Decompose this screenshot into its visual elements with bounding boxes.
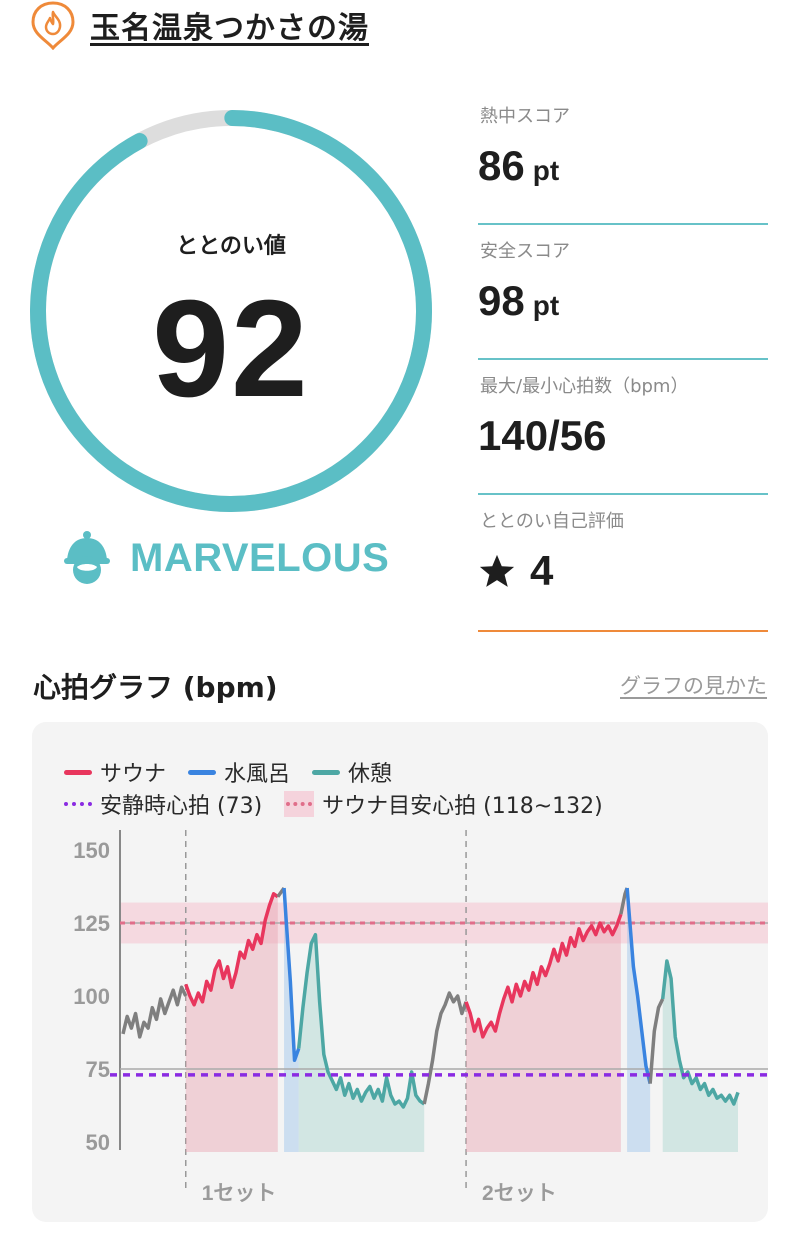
safety-score-unit: pt [532,290,560,321]
legend-rest: 休憩 [312,756,392,788]
y-tick-label: 50 [86,1130,110,1155]
legend-resting-hr-label: 安静時心拍 (73) [100,794,263,819]
series-line-other [648,998,665,1084]
heart-rate-graph-panel: サウナ 水風呂 休憩 安静時心拍 (73) サウナ目安心拍 (118~132) … [32,722,768,1222]
graph-help-link[interactable]: グラフの見かた [620,674,767,698]
series-line-other [422,991,468,1105]
gauge-ring [30,110,432,512]
heart-rate-chart: 150 125 100 75 50 1セット 2セット [73,830,768,1205]
series-line-other [121,985,188,1039]
gauge-value: 92 [152,272,310,426]
flame-pin-icon [31,1,75,50]
rank-label: MARVELOUS [130,535,390,580]
facility-name[interactable]: 玉名温泉つかさの湯 [90,11,369,46]
y-tick-label: 75 [86,1057,110,1082]
gauge-arc [30,110,432,512]
rank-badge: MARVELOUS [62,530,389,586]
segment-area-sauna [466,914,621,1152]
series-line-cold_bath [282,887,301,1062]
legend-rest-label: 休憩 [348,762,393,787]
legend-resting-hr: 安静時心拍 (73) [64,788,262,820]
series-line-sauna [464,913,623,1039]
y-tick-label: 125 [73,911,110,936]
heat-score: 熱中スコア 86 pt [478,90,768,225]
set-label: 1セット [202,1182,277,1205]
series-line-rest [296,932,426,1109]
segment-area-rest [298,934,425,1152]
graph-section-title: 心拍グラフ (bpm) [33,671,278,704]
totonoi-gauge: ととのい値 92 [30,110,432,512]
self-eval-label: ととのい自己評価 [480,511,624,532]
series-line-sauna [184,892,279,1007]
series-line-rest [660,959,740,1106]
heat-score-label: 熱中スコア [480,106,570,127]
gauge-label: ととのい値 [176,234,286,259]
self-eval-value: 4 [530,547,554,594]
legend-sauna-target-label: サウナ目安心拍 (118~132) [322,794,603,819]
segment-area-sauna [185,893,278,1152]
heat-score-unit: pt [532,155,560,186]
segment-area-cold_bath [627,887,651,1152]
stats-panel: 熱中スコア 86 pt 安全スコア 98 pt 最大/最小心拍数（bpm） 140/… [478,90,768,632]
legend-sauna-label: サウナ [100,762,167,787]
segment-area-rest [662,960,738,1152]
legend-row-1: サウナ 水風呂 休憩 [64,756,414,788]
legend-row-2: 安静時心拍 (73) サウナ目安心拍 (118~132) [64,788,625,820]
legend-sauna: サウナ [64,756,166,788]
set-label: 2セット [482,1182,557,1205]
safety-score: 安全スコア 98 pt [478,225,768,360]
safety-score-label: 安全スコア [480,241,570,262]
heart-rate-value: 140/56 [478,412,607,459]
y-tick-label: 100 [73,984,110,1009]
heat-score-value: 86 [478,142,525,189]
header: 玉名温泉つかさの湯 [30,0,369,50]
star-icon [479,554,515,587]
legend-sauna-target: サウナ目安心拍 (118~132) [284,788,603,820]
self-evaluation: ととのい自己評価 4 [478,495,768,632]
series-line-cold_bath [625,887,652,1085]
heart-rate-label: 最大/最小心拍数（bpm） [480,376,689,397]
safety-score-value: 98 [478,277,525,324]
heart-rate-range: 最大/最小心拍数（bpm） 140/56 [478,360,768,495]
legend-cold-bath: 水風呂 [188,756,290,788]
legend-cold-bath-label: 水風呂 [224,762,291,787]
sauna-hat-face-icon [64,531,110,584]
y-tick-label: 150 [73,838,110,863]
